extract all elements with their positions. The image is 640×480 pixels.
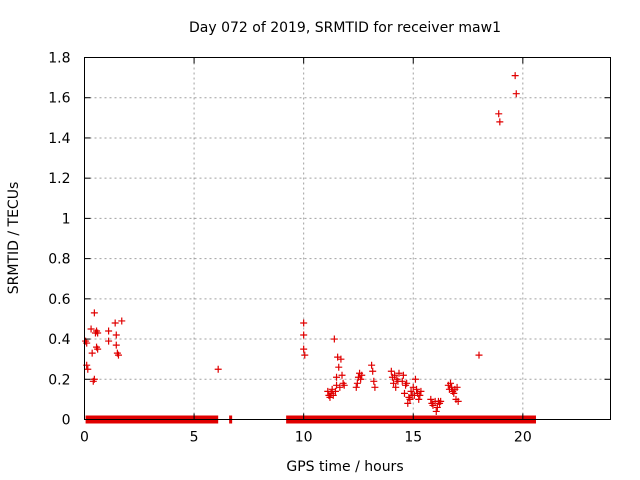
y-tick-label: 0.2	[48, 372, 70, 388]
data-point	[395, 369, 403, 377]
data-point	[369, 367, 377, 375]
x-tick-labels: 0 5 10 15 20	[80, 430, 532, 446]
data-point	[331, 387, 339, 395]
chart-title: Day 072 of 2019, SRMTID for receiver maw…	[189, 20, 501, 36]
data-point	[340, 381, 348, 389]
data-point	[111, 319, 119, 327]
data-point	[413, 385, 421, 393]
data-point	[301, 351, 309, 359]
data-point	[399, 371, 407, 379]
data-point	[87, 325, 95, 333]
y-tick-label: 1	[62, 211, 71, 227]
data-point	[105, 337, 113, 345]
data-point	[112, 331, 120, 339]
data-point	[450, 389, 458, 397]
data-point	[329, 391, 337, 399]
data-point	[371, 383, 379, 391]
data-point	[512, 90, 520, 98]
data-point	[370, 377, 378, 385]
data-point	[352, 383, 360, 391]
y-axis-label: SRMTID / TECUs	[6, 182, 22, 295]
data-point	[475, 351, 483, 359]
data-point	[353, 379, 361, 387]
y-tick-label: 0.4	[48, 332, 70, 348]
data-point	[415, 395, 423, 403]
data-point	[411, 375, 419, 383]
x-tick-label: 20	[514, 430, 532, 446]
data-point	[90, 375, 98, 383]
data-point	[105, 327, 113, 335]
data-point	[300, 331, 308, 339]
data-point	[358, 371, 366, 379]
y-tick-label: 1.2	[48, 171, 70, 187]
data-point	[400, 389, 408, 397]
data-point	[432, 407, 440, 415]
data-point	[214, 365, 222, 373]
tick-marks	[84, 57, 611, 420]
data-point	[433, 403, 441, 411]
data-point	[429, 401, 437, 409]
data-point	[511, 72, 519, 80]
y-tick-label: 0	[62, 413, 71, 429]
data-point	[84, 365, 92, 373]
data-point	[114, 351, 122, 359]
data-point	[333, 373, 341, 381]
data-point	[403, 379, 411, 387]
plot-frame	[84, 57, 611, 420]
y-tick-label: 1.4	[48, 131, 70, 147]
grid-lines	[84, 57, 611, 420]
data-point	[338, 371, 346, 379]
data-point	[118, 317, 126, 325]
x-tick-label: 15	[404, 430, 422, 446]
data-point	[417, 387, 425, 395]
y-tick-label: 1.8	[48, 51, 70, 67]
data-point	[447, 379, 455, 387]
data-point	[335, 363, 343, 371]
x-tick-label: 0	[80, 430, 89, 446]
data-point	[300, 345, 308, 353]
data-point	[90, 309, 98, 317]
y-tick-labels: 0 0.2 0.4 0.6 0.8 1 1.2 1.4 1.6 1.8	[48, 51, 70, 429]
y-tick-label: 0.6	[48, 292, 70, 308]
data-point	[416, 391, 424, 399]
data-point	[427, 395, 435, 403]
y-tick-label: 1.6	[48, 91, 70, 107]
data-point	[337, 355, 345, 363]
data-point	[94, 345, 102, 353]
data-point	[454, 397, 462, 405]
data-point	[453, 383, 461, 391]
data-point	[407, 387, 415, 395]
data-point	[300, 319, 308, 327]
y-tick-label: 0.8	[48, 252, 70, 268]
data-point	[387, 367, 395, 375]
data-point	[404, 399, 412, 407]
x-tick-label: 10	[295, 430, 313, 446]
data-point	[391, 371, 399, 379]
data-point	[496, 118, 504, 126]
data-point	[94, 329, 102, 337]
data-point	[392, 383, 400, 391]
data-point	[336, 383, 344, 391]
x-tick-label: 5	[190, 430, 199, 446]
data-point	[368, 361, 376, 369]
data-point	[357, 375, 365, 383]
x-axis-label: GPS time / hours	[286, 459, 403, 475]
data-point	[88, 349, 96, 357]
data-point	[406, 395, 414, 403]
data-points	[82, 72, 520, 415]
data-point	[112, 341, 120, 349]
data-point	[437, 397, 445, 405]
data-point	[495, 110, 503, 118]
data-point	[330, 335, 338, 343]
data-point	[390, 379, 398, 387]
data-point	[398, 377, 406, 385]
